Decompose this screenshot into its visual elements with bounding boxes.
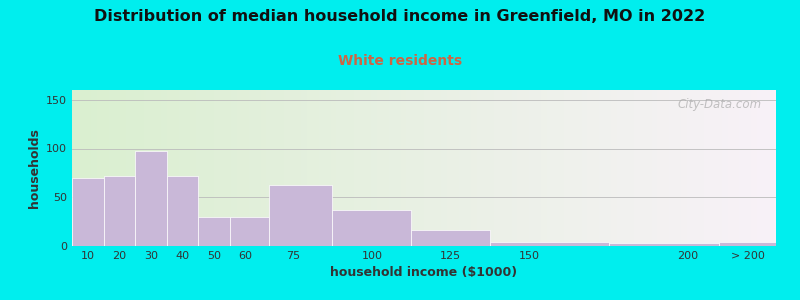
Bar — [103, 176, 135, 246]
X-axis label: household income ($1000): household income ($1000) — [330, 266, 518, 279]
Bar — [198, 217, 230, 246]
Bar — [333, 210, 411, 246]
Bar — [270, 184, 333, 246]
Text: City-Data.com: City-Data.com — [678, 98, 762, 111]
Bar — [166, 176, 198, 246]
Bar — [490, 242, 609, 246]
Y-axis label: households: households — [27, 128, 41, 208]
Bar — [411, 230, 490, 246]
Text: Distribution of median household income in Greenfield, MO in 2022: Distribution of median household income … — [94, 9, 706, 24]
Bar — [609, 243, 719, 246]
Bar — [719, 242, 776, 246]
Bar — [72, 178, 103, 246]
Text: White residents: White residents — [338, 54, 462, 68]
Bar — [230, 217, 270, 246]
Bar — [135, 152, 166, 246]
